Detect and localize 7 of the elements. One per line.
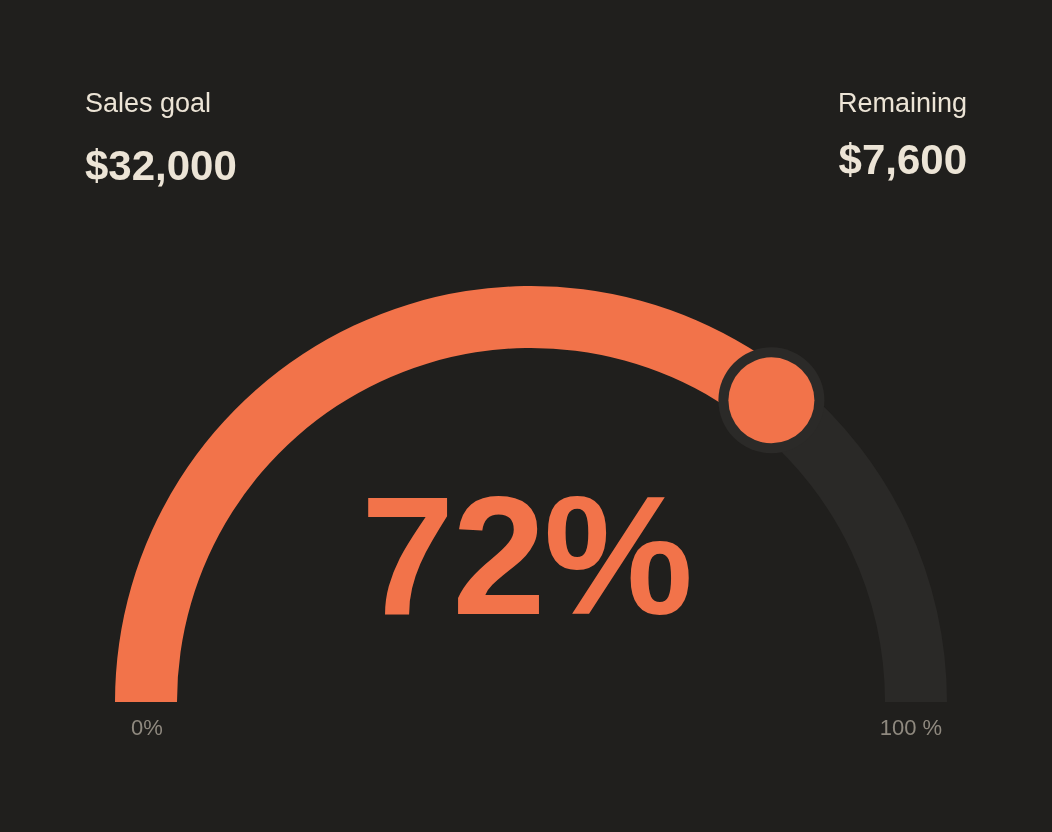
text: $7,600 xyxy=(838,136,967,185)
text: Sales goal xyxy=(85,88,212,120)
text: 0% xyxy=(131,715,163,741)
text: $32,000 xyxy=(85,142,237,191)
text: 100 % xyxy=(879,715,943,741)
text: 72% xyxy=(360,461,692,652)
text: Remaining xyxy=(837,88,967,120)
